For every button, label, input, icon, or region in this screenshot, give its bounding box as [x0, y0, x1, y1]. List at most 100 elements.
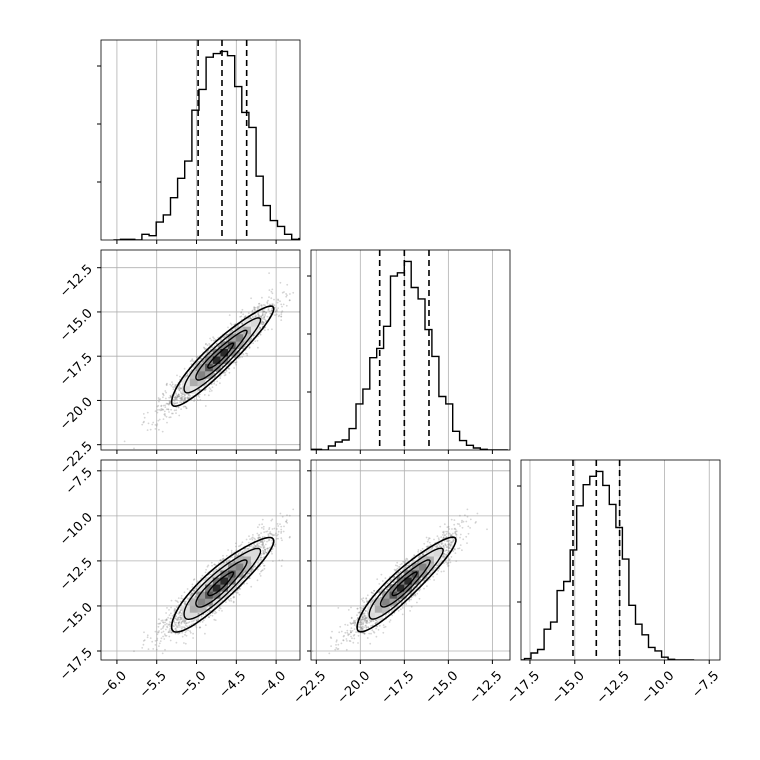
scatter-point	[162, 621, 164, 623]
scatter-point	[208, 354, 211, 356]
panel-2-0	[101, 460, 300, 660]
scatter-point	[261, 569, 264, 571]
scatter-point	[214, 564, 217, 566]
scatter-point	[199, 389, 201, 391]
scatter-point	[280, 313, 283, 316]
scatter-point	[251, 538, 254, 541]
scatter-point	[257, 568, 259, 571]
scatter-point	[259, 575, 262, 577]
density-cell	[212, 356, 221, 364]
scatter-point	[170, 629, 173, 632]
scatter-point	[161, 652, 164, 655]
scatter-point	[241, 541, 244, 544]
scatter-point	[281, 291, 284, 294]
scatter-point	[271, 307, 273, 310]
scatter-point	[184, 399, 187, 402]
scatter-point	[228, 367, 231, 370]
scatter-point	[189, 395, 192, 397]
scatter-point	[261, 540, 264, 543]
scatter-point	[257, 538, 260, 540]
scatter-point	[205, 352, 208, 355]
scatter-point	[177, 393, 180, 396]
scatter-point	[184, 397, 187, 399]
scatter-point	[228, 559, 231, 561]
scatter-point	[244, 315, 247, 318]
scatter-point	[260, 543, 263, 546]
scatter-point	[282, 303, 285, 306]
scatter-point	[289, 535, 291, 538]
scatter-point	[209, 573, 212, 576]
scatter-point	[263, 310, 266, 313]
scatter-point	[267, 547, 269, 550]
contour-line	[195, 329, 248, 381]
scatter-point	[249, 538, 252, 541]
scatter-point	[178, 612, 181, 614]
scatter-point	[260, 570, 262, 573]
scatter-point	[146, 429, 149, 431]
scatter-point	[264, 543, 267, 546]
scatter-point	[182, 396, 185, 398]
density-cell	[235, 326, 244, 335]
scatter-point	[143, 420, 145, 423]
scatter-point	[262, 546, 265, 549]
scatter-point	[221, 558, 224, 561]
scatter-point	[173, 396, 176, 399]
scatter-point	[162, 625, 165, 627]
scatter-point	[209, 353, 212, 355]
scatter-point	[245, 352, 247, 355]
scatter-point	[254, 315, 257, 318]
scatter-point	[221, 610, 223, 612]
scatter-point	[167, 624, 170, 626]
scatter-point	[262, 551, 265, 554]
scatter-point	[185, 600, 187, 603]
scatter-point	[193, 589, 196, 592]
scatter-point	[264, 548, 267, 551]
scatter-point	[191, 583, 194, 586]
scatter-point	[215, 568, 218, 571]
scatter-point	[183, 394, 186, 397]
scatter-point	[219, 375, 222, 377]
scatter-point	[252, 565, 255, 568]
scatter-point	[230, 597, 232, 600]
scatter-point	[239, 315, 242, 318]
scatter-point	[227, 598, 230, 601]
scatter-point	[198, 389, 201, 392]
scatter-point	[292, 291, 295, 294]
scatter-point	[222, 336, 225, 339]
scatter-point	[177, 393, 180, 396]
scatter-point	[226, 334, 229, 336]
scatter-point	[133, 447, 135, 450]
scatter-point	[265, 311, 268, 314]
scatter-point	[149, 428, 152, 431]
scatter-point	[272, 534, 274, 536]
scatter-point	[187, 394, 190, 396]
scatter-point	[177, 395, 179, 398]
scatter-point	[205, 342, 207, 345]
scatter-point	[234, 361, 237, 364]
scatter-point	[184, 405, 186, 408]
scatter-point	[167, 408, 170, 410]
scatter-point	[263, 545, 265, 547]
scatter-point	[156, 633, 159, 636]
scatter-point	[235, 361, 237, 364]
scatter-point	[168, 416, 171, 419]
scatter-point	[275, 532, 277, 535]
scatter-point	[254, 316, 257, 318]
scatter-point	[185, 622, 188, 624]
density-cell	[189, 371, 198, 379]
scatter-point	[202, 360, 205, 363]
scatter-point	[201, 361, 204, 364]
scatter-point	[214, 612, 216, 615]
scatter-point	[258, 303, 260, 305]
scatter-point	[262, 543, 264, 546]
scatter-point	[142, 640, 145, 642]
scatter-point	[262, 550, 265, 553]
scatter-point	[162, 630, 165, 633]
scatter-point	[281, 515, 284, 518]
scatter-point	[233, 323, 236, 326]
scatter-point	[237, 324, 240, 327]
scatter-point	[176, 395, 179, 398]
scatter-point	[179, 611, 182, 613]
density-cell	[212, 348, 221, 357]
scatter-point	[156, 639, 159, 642]
